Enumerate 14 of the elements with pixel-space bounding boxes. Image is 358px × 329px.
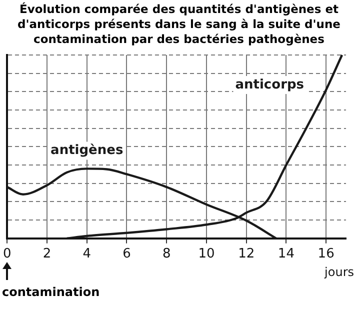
series-label: anticorps <box>235 77 304 92</box>
text: contamination <box>1 285 101 299</box>
x-tick-label: 2 <box>42 246 52 262</box>
x-tick-label: 8 <box>162 246 171 262</box>
x-tick-label: 4 <box>82 246 92 262</box>
x-tick-label: 6 <box>122 246 131 262</box>
x-tick-label: 14 <box>278 246 294 262</box>
x-tick-label: 16 <box>318 246 334 262</box>
x-axis-title: jours <box>324 265 354 280</box>
x-tick-label: 10 <box>198 246 215 262</box>
series-label: antigènes <box>50 143 124 158</box>
chart-title: Évolution comparée des quantités d'antigènes et d'anticorps présents dans le sang à la suite d'une contamination par des bactéries pathogènes <box>16 1 342 48</box>
x-tick-label: 12 <box>238 246 255 262</box>
x-tick-label: 0 <box>2 246 12 262</box>
